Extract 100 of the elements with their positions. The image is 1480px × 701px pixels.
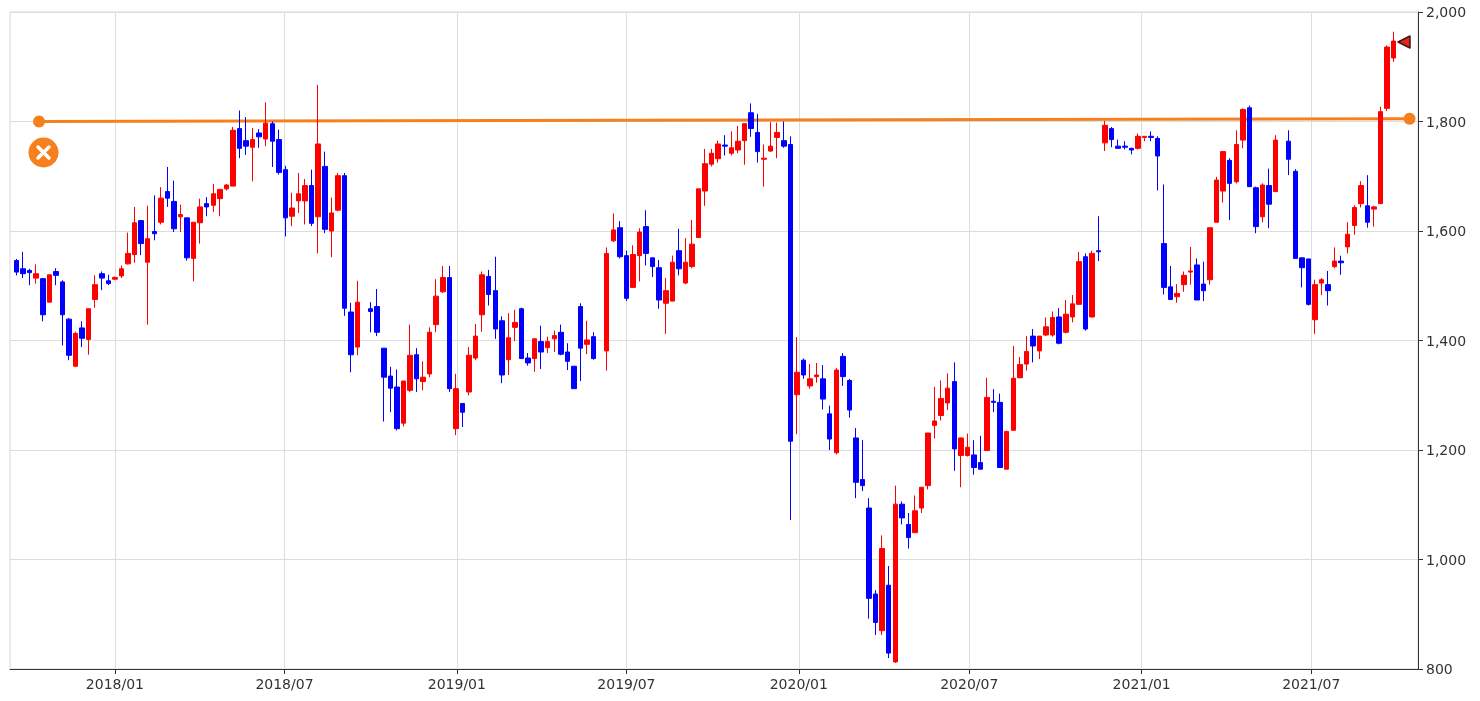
candlestick	[643, 209, 649, 266]
candlestick	[879, 534, 885, 636]
candlestick	[440, 265, 446, 294]
candlestick	[676, 228, 682, 276]
candlestick	[1148, 130, 1154, 142]
candlestick	[650, 257, 655, 278]
candlestick	[774, 122, 780, 159]
y-tick-label: 800	[1426, 661, 1453, 677]
candlestick	[171, 180, 177, 233]
candlestick	[1273, 134, 1278, 193]
candlestick	[433, 278, 439, 333]
candlestick	[1030, 328, 1036, 363]
y-tick-label: 1,000	[1426, 551, 1467, 568]
candlestick	[1096, 215, 1101, 262]
y-tick-label: 1,400	[1426, 332, 1467, 349]
candlestick	[99, 271, 105, 291]
candlestick	[611, 212, 616, 243]
candlestick	[1129, 147, 1134, 155]
candlestick	[1358, 180, 1364, 208]
candlestick	[571, 365, 577, 390]
candlestick	[840, 352, 846, 387]
candlestick	[420, 360, 426, 391]
candlestick	[263, 101, 268, 147]
candlestick	[578, 302, 583, 382]
candlestick	[847, 378, 852, 419]
candlestick	[309, 169, 314, 227]
candlestick	[119, 264, 124, 279]
candlestick	[919, 486, 924, 514]
candlestick	[807, 363, 813, 390]
candlestick	[447, 265, 452, 393]
y-tick-label: 1,600	[1426, 223, 1467, 239]
candlestick	[761, 144, 767, 188]
candlestick	[47, 274, 52, 303]
candlestick	[322, 151, 328, 234]
candlestick	[1325, 270, 1331, 306]
candlestick	[414, 347, 419, 393]
candlestick	[584, 320, 590, 355]
candlestick	[1056, 307, 1062, 345]
candlestick	[112, 275, 118, 281]
candlestick	[604, 246, 609, 372]
candlestick	[250, 127, 255, 182]
candlestick	[932, 386, 937, 439]
candlestick	[1365, 174, 1370, 229]
candlestick	[1312, 279, 1318, 335]
candlestick	[33, 263, 39, 285]
candlestick	[1338, 255, 1344, 276]
candlestick	[1247, 105, 1252, 188]
candlestick	[427, 326, 432, 378]
candlestick	[1371, 205, 1377, 228]
candlestick	[289, 192, 295, 227]
candlestick	[1004, 430, 1009, 470]
candlestick	[106, 274, 111, 286]
candlestick	[60, 279, 65, 346]
candlestick	[912, 494, 918, 534]
candlestick	[1253, 186, 1259, 234]
candlestick	[906, 512, 911, 550]
candlestick	[479, 271, 485, 333]
candlestick	[86, 308, 91, 356]
x-tick-label: 2020/01	[769, 676, 828, 692]
x-tick-label: 2018/07	[255, 676, 314, 692]
candlestick	[512, 309, 518, 342]
candlestick	[925, 432, 931, 490]
candlestick	[73, 331, 78, 368]
candlestick	[145, 205, 150, 326]
candlestick	[820, 364, 826, 410]
candlestick	[460, 402, 465, 428]
candlestick	[1188, 246, 1193, 286]
candlestick	[1345, 221, 1350, 254]
candlestick	[794, 336, 800, 435]
candlestick	[1109, 126, 1114, 148]
candlestick	[92, 274, 98, 309]
candlestick	[984, 377, 990, 452]
candlestick	[158, 186, 164, 225]
candlestick	[453, 373, 459, 436]
candlestick	[1155, 135, 1160, 191]
candlestick	[1174, 283, 1180, 304]
candlestick	[1181, 271, 1187, 293]
candlestick	[335, 172, 341, 212]
candlestick	[552, 330, 557, 353]
y-tick-label: 1,800	[1426, 113, 1467, 130]
candlestick	[899, 500, 905, 525]
x-tick-label: 2019/01	[427, 676, 486, 692]
candlestick	[1319, 277, 1324, 296]
candlestick	[1332, 246, 1337, 269]
candlestick	[40, 277, 46, 322]
candlestick	[1352, 204, 1357, 236]
x-tick-label: 2020/07	[940, 676, 999, 692]
candlestick	[1083, 252, 1088, 332]
candlestick	[506, 312, 511, 376]
candlestick	[656, 259, 662, 310]
candlestick	[1240, 107, 1246, 149]
y-tick-label: 2,000	[1426, 4, 1467, 20]
candlestick	[348, 302, 354, 373]
candlestick	[532, 337, 537, 373]
x-tick-label: 2021/07	[1282, 676, 1341, 692]
candlestick	[1234, 129, 1239, 184]
candlestick	[315, 84, 321, 254]
candlestick	[138, 220, 144, 256]
candlestick	[178, 204, 183, 233]
candlestick	[1227, 157, 1232, 221]
